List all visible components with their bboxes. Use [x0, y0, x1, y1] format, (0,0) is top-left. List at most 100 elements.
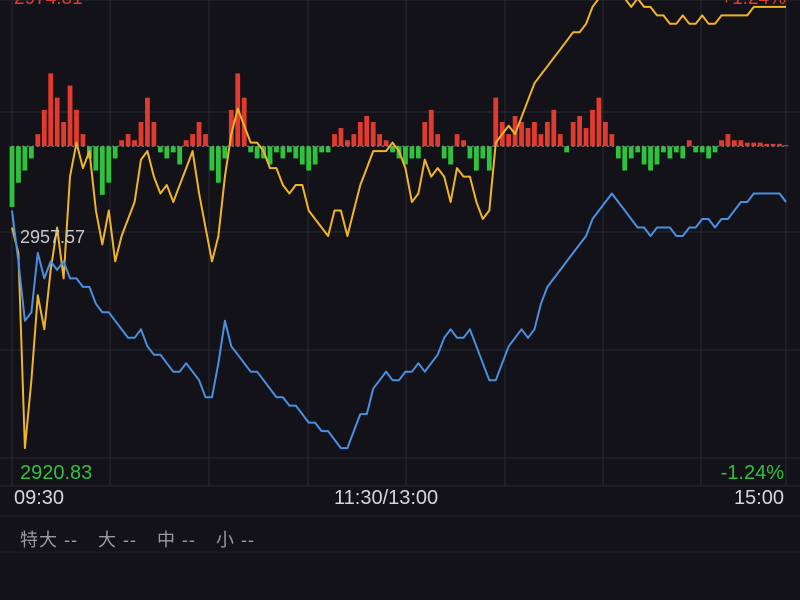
histogram-bar-41	[274, 146, 279, 153]
histogram-bar-88	[577, 115, 582, 147]
histogram-bar-110	[719, 140, 724, 147]
histogram-bar-79	[519, 121, 524, 147]
histogram-bar-19	[132, 140, 137, 147]
legend-extra-large: 特大 --	[20, 530, 78, 550]
time-start: 09:30	[14, 487, 65, 509]
histogram-bar-20	[138, 121, 144, 147]
histogram-bar-2	[22, 146, 28, 171]
histogram-bar-6	[48, 73, 54, 147]
histogram-bar-85	[557, 134, 563, 147]
histogram-bar-4	[35, 134, 41, 147]
histogram-bar-50	[332, 134, 337, 147]
histogram-bar-53	[351, 134, 357, 147]
histogram-bar-28	[190, 134, 195, 147]
histogram-bar-64	[422, 121, 428, 147]
histogram-bar-32	[216, 146, 221, 183]
histogram-bar-101	[661, 146, 666, 153]
histogram-bar-43	[286, 146, 292, 153]
time-mid: 11:30/13:00	[334, 487, 439, 509]
histogram-bar-37	[248, 146, 254, 153]
histogram-bar-108	[706, 146, 711, 159]
histogram-bar-49	[325, 146, 331, 153]
histogram-bar-82	[538, 134, 544, 147]
legend-large: 大 --	[98, 530, 138, 550]
index-line	[11, 0, 786, 450]
histogram-bar-15	[106, 146, 112, 183]
histogram-bar-8	[61, 121, 66, 147]
histogram-bar-100	[654, 146, 660, 165]
histogram-bar-52	[345, 140, 350, 147]
grid-lines	[0, 0, 800, 553]
histogram-bar-17	[119, 140, 125, 147]
histogram-bar-13	[93, 146, 99, 171]
histogram-bar-25	[170, 146, 176, 153]
histogram-bar-21	[145, 97, 150, 147]
histogram-bar-70	[461, 140, 466, 147]
top-pct-label: +1.24%	[721, 0, 786, 10]
histogram-bar-69	[454, 134, 460, 147]
histogram-bar-56	[370, 121, 376, 147]
price-lines	[11, 0, 787, 450]
legend-medium: 中 --	[157, 530, 197, 550]
histogram-bar-74	[486, 146, 492, 171]
histogram-bar-109	[712, 146, 718, 153]
reference-price-label: 2957.57	[20, 227, 86, 247]
histogram-bar-9	[67, 85, 73, 147]
histogram-bar-18	[125, 134, 131, 147]
histogram-bar-67	[441, 146, 447, 159]
histogram-bar-63	[415, 146, 421, 159]
histogram-bar-81	[532, 121, 537, 147]
histogram-bar-116	[757, 142, 763, 147]
histogram-bar-61	[403, 146, 408, 165]
histogram-bar-59	[390, 146, 395, 153]
histogram-bar-98	[641, 146, 647, 165]
histogram-bar-99	[648, 146, 653, 171]
histogram-bar-45	[299, 146, 305, 165]
histogram-bar-80	[525, 128, 531, 147]
histogram-bar-58	[383, 140, 389, 147]
histogram-bar-51	[338, 128, 344, 147]
histogram-bar-30	[203, 134, 208, 147]
histogram-bar-107	[699, 146, 705, 153]
histogram-bar-44	[293, 146, 299, 159]
histogram-bar-16	[112, 146, 118, 159]
histogram-bar-92	[603, 121, 608, 147]
histogram-bar-47	[312, 146, 318, 165]
histogram-bar-95	[622, 146, 628, 171]
histogram-bar-83	[544, 121, 550, 147]
histogram-bar-55	[364, 115, 370, 147]
histogram-bar-117	[764, 143, 770, 147]
time-end: 15:00	[733, 487, 784, 509]
histogram-bar-31	[209, 146, 215, 171]
histogram-bar-112	[732, 140, 737, 147]
histogram-bar-27	[183, 140, 189, 147]
histogram-bar-84	[551, 109, 557, 147]
histogram-bar-34	[228, 109, 234, 147]
histogram-bar-65	[428, 109, 434, 147]
histogram-bar-14	[99, 146, 105, 195]
histogram-bar-103	[673, 146, 679, 153]
histogram-bar-46	[306, 146, 312, 171]
histogram-bar-102	[667, 146, 673, 159]
histogram-bar-90	[590, 109, 595, 147]
histogram-bar-29	[196, 121, 202, 147]
histogram-bar-5	[41, 109, 47, 147]
histogram-bar-1	[16, 146, 21, 183]
histogram-bar-48	[319, 146, 324, 153]
legend-small: 小 --	[216, 530, 256, 550]
histogram-bar-0	[9, 146, 15, 207]
histogram-bar-36	[241, 97, 247, 147]
histogram-bar-118	[770, 143, 776, 147]
secondary-line	[11, 192, 787, 450]
histogram-bar-71	[467, 146, 473, 159]
histogram-bar-78	[512, 115, 518, 147]
histogram-bar-89	[583, 128, 589, 147]
histogram-bar-87	[570, 121, 576, 147]
top-price-label: 2974.81	[14, 0, 83, 10]
histogram-bar-111	[725, 134, 731, 147]
histogram-bar-105	[686, 140, 692, 147]
histogram-bar-33	[222, 146, 228, 159]
histogram-bar-38	[254, 146, 260, 159]
histogram-bar-11	[80, 134, 86, 147]
